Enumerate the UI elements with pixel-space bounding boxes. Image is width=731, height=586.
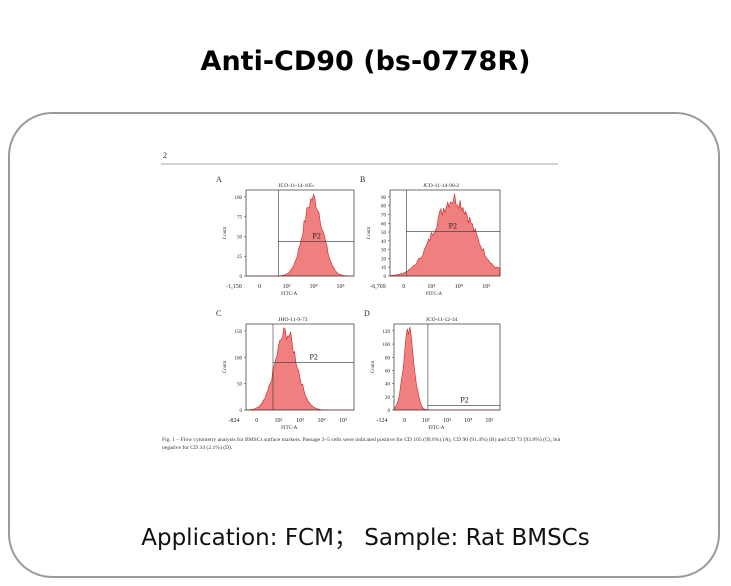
y-axis-label: Count xyxy=(367,226,372,239)
caption: Fig. 1 – Flow cytometry analysis for BMS… xyxy=(162,437,561,452)
gate-label: P2 xyxy=(449,221,457,230)
footer: Application: FCM； Sample: Rat BMSCs xyxy=(141,525,590,551)
y-tick-label: 100 xyxy=(235,196,243,201)
y-tick-label: 0 xyxy=(240,275,243,280)
y-tick-label: 0 xyxy=(384,275,387,280)
plot-frame xyxy=(245,189,355,277)
x-tick-label: 10⁴ xyxy=(455,284,463,290)
x-tick-label: 10³ xyxy=(427,284,435,290)
sample-name: JHO-11-9-73 xyxy=(278,317,307,323)
gate-label: P2 xyxy=(309,353,317,362)
x-tick-label: 10⁴ xyxy=(309,284,317,290)
gate-label: P2 xyxy=(460,396,468,405)
x-tick-label: 0 xyxy=(255,418,258,424)
x-axis-label: FITC-A xyxy=(428,426,445,431)
y-tick-label: 80 xyxy=(385,356,391,361)
y-tick-label: 80 xyxy=(381,205,387,210)
y-tick-label: 0 xyxy=(388,409,391,414)
y-tick-label: 100 xyxy=(235,356,243,361)
y-tick-label: 25 xyxy=(237,255,243,260)
x-tick-label: 10² xyxy=(274,418,282,424)
x-tick-label: -6,769 xyxy=(370,284,386,290)
x-tick-label: 10⁵ xyxy=(482,284,490,290)
x-axis-label: FITC-A xyxy=(281,426,298,431)
y-tick-label: 90 xyxy=(381,196,387,201)
panel-letter: A xyxy=(216,175,222,184)
plot-frame xyxy=(389,189,501,277)
y-tick-label: 20 xyxy=(381,257,387,262)
gate-label: P2 xyxy=(312,232,320,241)
page-number: 2 xyxy=(163,151,167,160)
y-tick-label: 70 xyxy=(381,213,387,218)
y-tick-label: 10 xyxy=(381,266,387,271)
sample-name: JCO-11-12-34 xyxy=(426,317,458,323)
x-tick-label: 0 xyxy=(402,284,405,290)
y-axis-label: Count xyxy=(223,226,228,239)
histogram xyxy=(389,193,501,277)
title: Anti-CD90 (bs-0778R) xyxy=(200,46,531,77)
caption-wrap: Fig. 1 – Flow cytometry analysis for BMS… xyxy=(162,437,561,452)
x-tick-label: -824 xyxy=(229,418,240,424)
x-tick-label: 10³ xyxy=(443,418,451,424)
plot-frame xyxy=(393,323,501,411)
x-tick-label: 10³ xyxy=(296,418,304,424)
y-tick-label: 40 xyxy=(385,383,391,388)
y-tick-label: 75 xyxy=(237,216,243,221)
x-tick-label: 10⁴ xyxy=(464,418,472,424)
x-tick-label: 0 xyxy=(403,418,406,424)
y-tick-label: 0 xyxy=(240,409,243,414)
y-tick-label: 150 xyxy=(235,330,243,335)
x-tick-label: 0 xyxy=(258,284,261,290)
y-axis-label: Count xyxy=(371,360,376,373)
y-tick-label: 100 xyxy=(383,343,391,348)
x-tick-label: -1,150 xyxy=(226,284,242,290)
panel-letter: B xyxy=(360,175,365,184)
x-tick-label: 10² xyxy=(422,418,430,424)
y-tick-label: 50 xyxy=(237,235,243,240)
y-tick-label: 120 xyxy=(383,330,391,335)
plot-frame xyxy=(245,323,355,411)
y-tick-label: 60 xyxy=(385,369,391,374)
x-axis-label: FITC-A xyxy=(281,292,298,297)
y-tick-label: 20 xyxy=(385,396,391,401)
y-tick-label: 50 xyxy=(237,383,243,388)
sample-name: JCO-11-14-105- xyxy=(278,183,314,189)
y-tick-label: 50 xyxy=(381,231,387,236)
x-axis-label: FITC-A xyxy=(426,292,443,297)
x-tick-label: 10⁵ xyxy=(336,284,344,290)
x-tick-label: 10⁵ xyxy=(339,418,347,424)
x-tick-label: -124 xyxy=(377,418,388,424)
y-tick-label: 60 xyxy=(381,222,387,227)
y-tick-label: 40 xyxy=(381,240,387,245)
panel-letter: D xyxy=(364,309,370,318)
panel-letter: C xyxy=(216,309,221,318)
x-tick-label: 10⁵ xyxy=(485,418,493,424)
y-tick-label: 30 xyxy=(381,249,387,254)
figure-bg xyxy=(158,142,568,472)
image-frame xyxy=(8,112,720,578)
x-tick-label: 10³ xyxy=(283,284,291,290)
sample-name: JCO-11-14-90-2 xyxy=(423,183,459,189)
x-tick-label: 10⁴ xyxy=(318,418,326,424)
y-axis-label: Count xyxy=(223,360,228,373)
figure: 2 Fig. 1 – Flow cytometry analysis for B… xyxy=(158,142,568,472)
